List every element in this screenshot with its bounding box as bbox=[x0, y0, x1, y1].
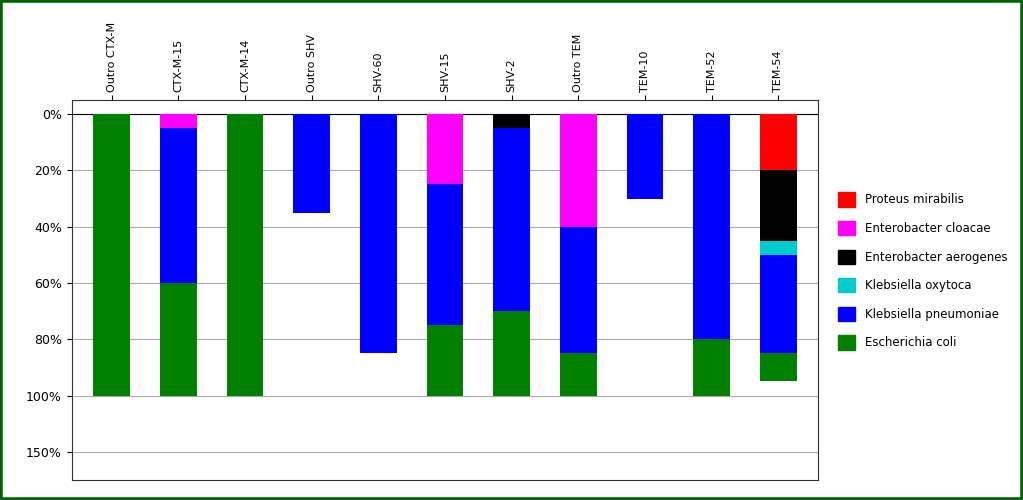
Bar bbox=[760, 240, 797, 255]
Bar bbox=[294, 114, 330, 212]
Bar bbox=[360, 114, 397, 354]
Bar bbox=[427, 114, 463, 184]
Bar bbox=[760, 354, 797, 382]
Bar bbox=[427, 184, 463, 325]
Bar bbox=[493, 128, 530, 311]
Bar bbox=[627, 114, 663, 198]
Bar bbox=[760, 114, 797, 170]
Bar bbox=[93, 114, 130, 396]
Bar bbox=[560, 114, 596, 226]
Bar bbox=[227, 114, 263, 396]
Bar bbox=[760, 255, 797, 354]
Bar bbox=[694, 114, 730, 340]
Bar bbox=[694, 340, 730, 396]
Bar bbox=[160, 128, 196, 283]
Bar bbox=[160, 283, 196, 396]
Bar bbox=[493, 114, 530, 128]
Bar bbox=[560, 226, 596, 354]
Bar bbox=[493, 311, 530, 396]
Legend: Proteus mirabilis, Enterobacter cloacae, Enterobacter aerogenes, Klebsiella oxyt: Proteus mirabilis, Enterobacter cloacae,… bbox=[832, 186, 1014, 356]
Bar bbox=[760, 170, 797, 240]
Bar bbox=[427, 325, 463, 396]
Bar bbox=[160, 114, 196, 128]
Bar bbox=[560, 354, 596, 396]
